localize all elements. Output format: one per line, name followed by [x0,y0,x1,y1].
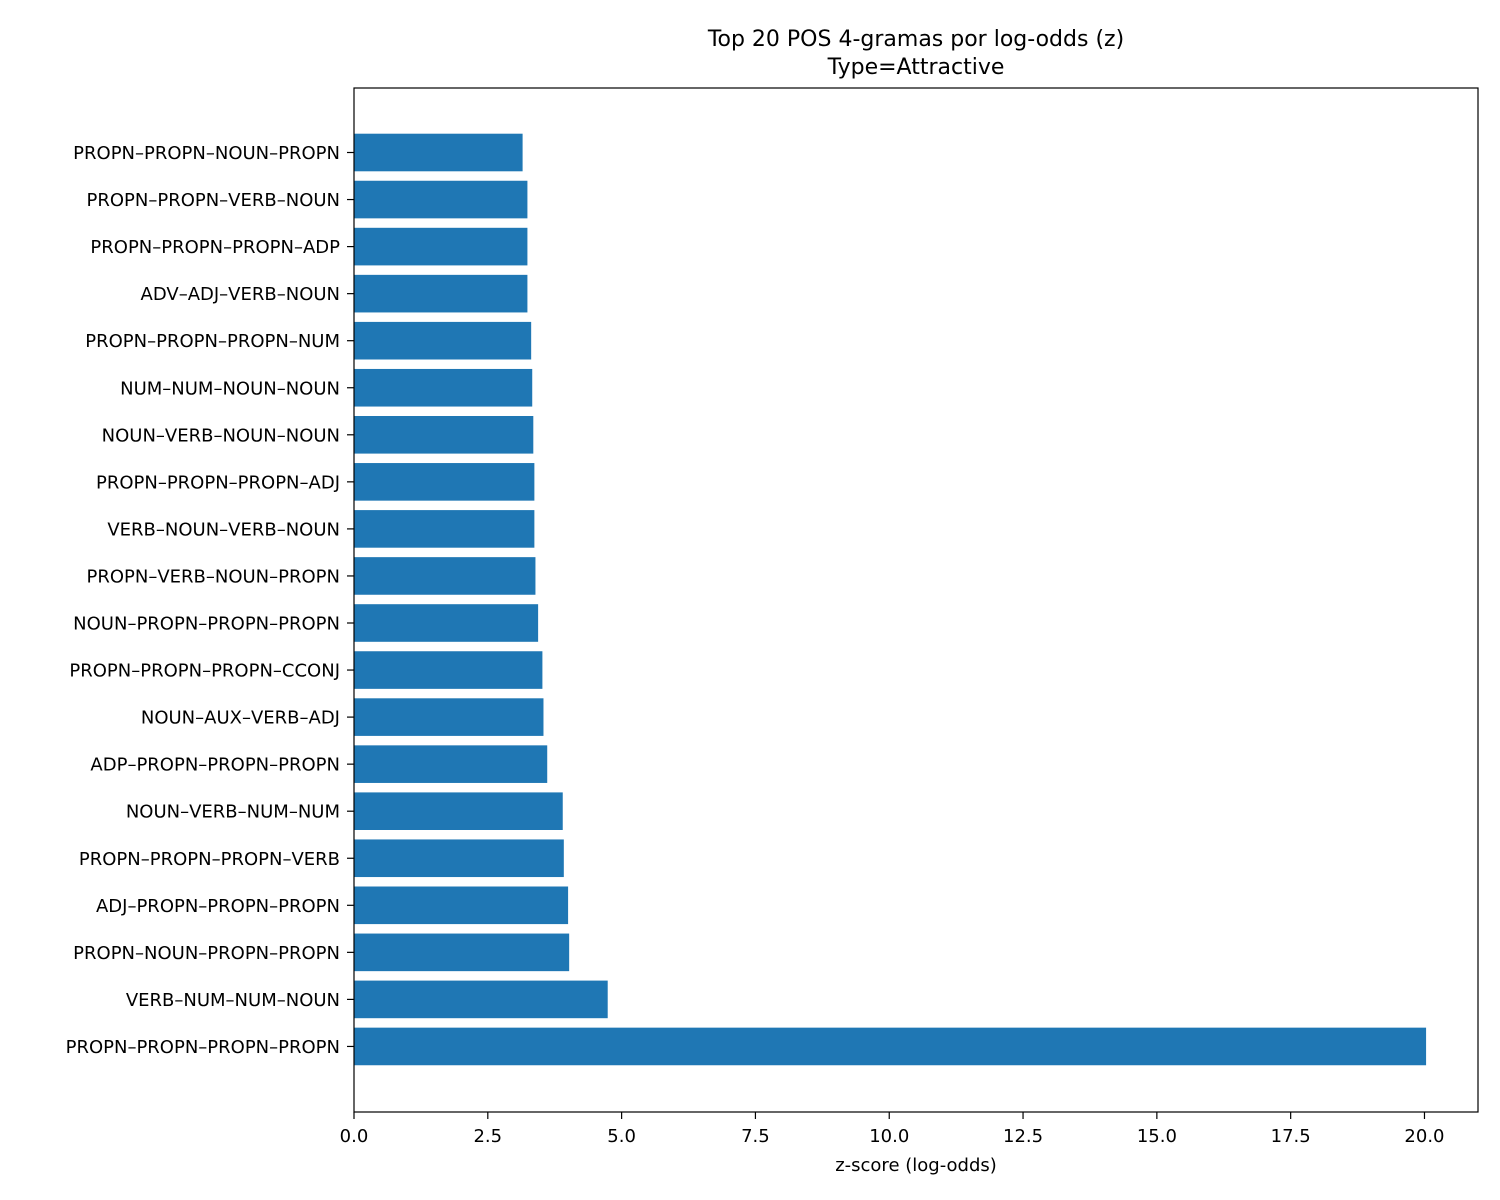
bar [354,510,535,548]
bar [354,180,528,219]
x-ticks-group: 0.0 2.5 5.0 7.5 10.0 12.5 15.0 17.5 20.0 [340,1112,1445,1147]
bar [354,368,533,407]
bar [354,463,535,501]
y-tick-label: NOUN–AUX–VERB–ADJ [141,708,340,729]
x-tick-label: 5.0 [607,1126,636,1147]
y-tick-label: PROPN–PROPN–PROPN–CCONJ [69,661,340,682]
bars-group [354,133,1427,1066]
bar [354,886,569,925]
bar [354,698,544,736]
y-tick-label: PROPN–PROPN–PROPN–PROPN [66,1037,340,1058]
y-tick-label: PROPN–PROPN–PROPN–NUM [85,331,340,352]
x-tick-label: 12.5 [1003,1126,1043,1147]
bar [354,745,548,783]
bar [354,839,564,878]
bar [354,133,523,172]
x-tick-label: 20.0 [1404,1126,1444,1147]
x-tick-label: 0.0 [340,1126,369,1147]
bar [354,933,570,972]
y-ticks-group: PROPN–PROPN–NOUN–PROPN PROPN–PROPN–VERB–N… [66,143,354,1058]
x-tick-label: 17.5 [1271,1126,1311,1147]
y-tick-label: ADP–PROPN–PROPN–PROPN [90,755,340,776]
bar [354,651,543,689]
y-tick-label: ADJ–PROPN–PROPN–PROPN [96,896,340,917]
y-tick-label: NUM–NUM–NOUN–NOUN [120,378,340,399]
y-tick-label: PROPN–PROPN–PROPN–VERB [79,849,340,870]
bar [354,321,532,360]
bar [354,980,608,1019]
y-tick-label: PROPN–VERB–NOUN–PROPN [86,566,340,587]
bar [354,792,563,830]
y-tick-label: PROPN–NOUN–PROPN–PROPN [73,943,340,964]
x-tick-label: 10.0 [869,1126,909,1147]
y-tick-label: PROPN–PROPN–PROPN–ADJ [96,472,340,493]
bar [354,227,528,266]
bar [354,604,539,642]
chart-title: Top 20 POS 4-gramas por log-odds (z) [707,27,1124,52]
bar [354,557,536,595]
x-tick-label: 2.5 [473,1126,502,1147]
plot-frame [353,87,1479,1113]
y-tick-label: VERB–NUM–NUM–NOUN [126,990,340,1011]
bar [354,274,528,313]
y-tick-label: PROPN–PROPN–VERB–NOUN [86,190,340,211]
x-axis-label: z-score (log-odds) [835,1155,997,1176]
chart-subtitle: Type=Attractive [827,55,1005,80]
bar [354,416,534,454]
y-tick-label: ADV–ADJ–VERB–NOUN [141,284,340,305]
y-tick-label: NOUN–PROPN–PROPN–PROPN [73,614,340,635]
y-tick-label: NOUN–VERB–NOUN–NOUN [102,425,340,446]
y-tick-label: NOUN–VERB–NUM–NUM [126,802,340,823]
bar [354,1027,1427,1066]
y-tick-label: PROPN–PROPN–PROPN–ADP [90,237,340,258]
x-tick-label: 15.0 [1137,1126,1177,1147]
y-tick-label: VERB–NOUN–VERB–NOUN [107,519,340,540]
x-tick-label: 7.5 [741,1126,770,1147]
y-tick-label: PROPN–PROPN–NOUN–PROPN [73,143,340,164]
